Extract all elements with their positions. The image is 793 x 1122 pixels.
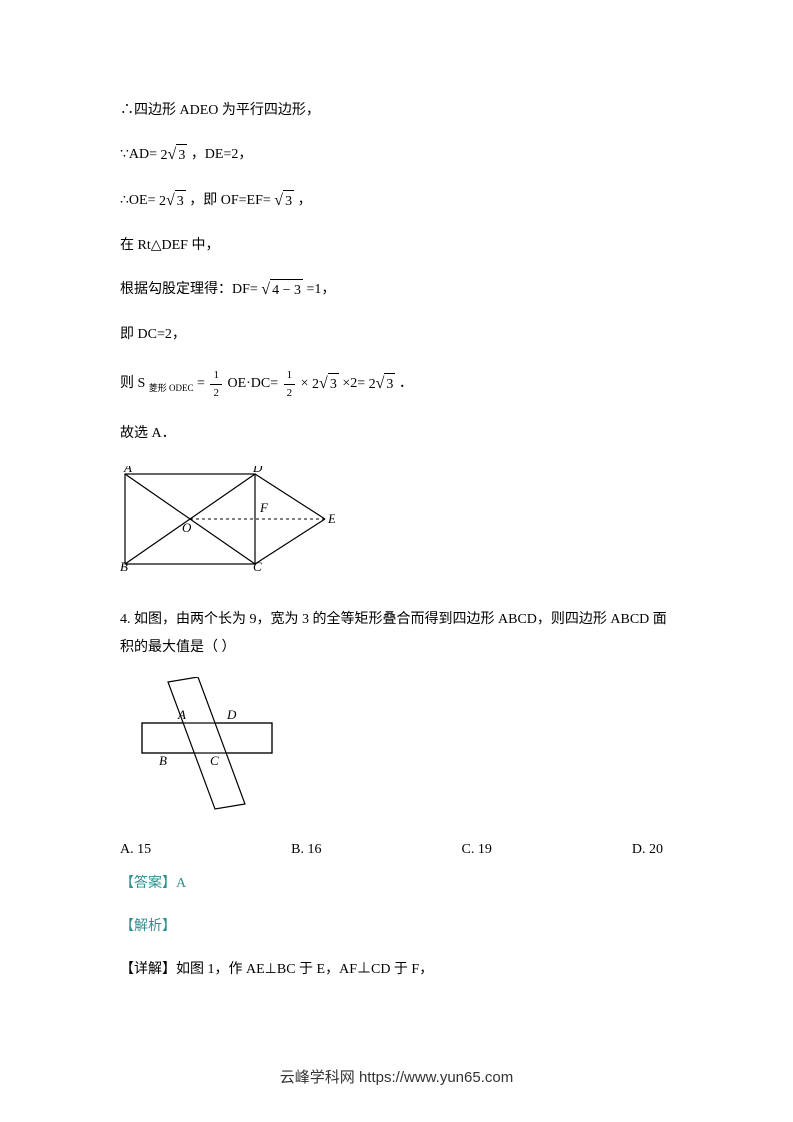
text: 故选 A． [120,426,176,441]
answer-label: 【答案】A [120,873,673,894]
solution-line-8: 故选 A． [120,423,673,444]
radicand: 4 − 3 [270,279,303,301]
sqrt-sign: √ [274,189,283,213]
footer-text: 云峰学科网 https://www.yun65.com [280,1069,513,1086]
solution-line-3: ∴OE= 2 √ 3 ，即 OF=EF= √ 3 ， [120,189,673,213]
label-D: D [226,707,237,722]
solution-line-1: ∴四边形 ADEO 为平行四边形， [120,100,673,121]
label-A: A [177,707,186,722]
solution-line-6: 即 DC=2， [120,324,673,345]
answer-options: A. 15 B. 16 C. 19 D. 20 [120,842,673,858]
solution-line-5: 根据勾股定理得：DF= √ 4 − 3 =1， [120,278,673,302]
sqrt: √ 3 [376,372,396,396]
text: ，DE=2， [191,147,253,162]
label-C: C [253,559,262,571]
coef: 2 [312,374,319,395]
text: ． [399,376,413,391]
denominator: 2 [210,385,222,402]
math-2sqrt3: 2 √ 3 [159,189,186,213]
numerator: 1 [210,367,222,385]
text: ∵AD= [120,147,157,162]
text: 在 Rt△DEF 中， [120,238,219,253]
coef: 2 [159,191,166,212]
fraction-half: 1 2 [284,367,296,401]
sqrt: √ 3 [166,189,186,213]
text: 即 DC=2， [120,327,186,342]
text: 【详解】如图 1，作 AE⊥BC 于 E，AF⊥CD 于 F， [120,962,433,977]
text: 根据勾股定理得：DF= [120,282,258,297]
text: 4. 如图，由两个长为 9，宽为 3 的全等矩形叠合而得到四边形 ABCD，则四… [120,612,667,655]
text: 【解析】 [120,919,176,934]
text: 则 S [120,376,145,391]
text: ×2= [342,376,365,391]
sqrt: √ 3 [319,372,339,396]
label-C: C [210,753,219,768]
sqrt-sign: √ [168,143,177,167]
text: ∴四边形 ADEO 为平行四边形， [120,103,320,118]
sqrt: √ 4 − 3 [261,278,303,302]
label-O: O [182,520,192,535]
text: OE·DC= [227,376,278,391]
sqrt: √ 3 [168,143,188,167]
label-E: E [327,511,335,526]
coef: 2 [161,145,168,166]
label-B: B [120,559,128,571]
fraction-half: 1 2 [210,367,222,401]
math-sqrt3: √ 3 [274,189,294,213]
sqrt-sign: √ [319,372,328,396]
option-a: A. 15 [120,842,151,858]
sqrt-sign: √ [376,372,385,396]
denominator: 2 [284,385,296,402]
text: × [301,376,309,391]
label-F: F [259,500,269,515]
radicand: 3 [283,190,294,212]
option-b: B. 16 [291,842,321,858]
detail-line: 【详解】如图 1，作 AE⊥BC 于 E，AF⊥CD 于 F， [120,959,673,980]
sqrt-sign: √ [261,278,270,302]
math-sqrt-4minus3: √ 4 − 3 [261,278,303,302]
coef: 2 [369,374,376,395]
page-footer: 云峰学科网 https://www.yun65.com [0,1066,793,1087]
radicand: 3 [384,373,395,395]
analysis-label: 【解析】 [120,916,673,937]
text: =1， [306,282,335,297]
radicand: 3 [328,373,339,395]
math-2sqrt3: 2 √ 3 [369,372,396,396]
label-D: D [252,466,263,475]
figure-rectangle-diagram: A D B C E F O [120,466,673,576]
math-2sqrt3: 2 √ 3 [312,372,339,396]
numerator: 1 [284,367,296,385]
solution-line-7: 则 S 菱形 ODEC = 1 2 OE·DC= 1 2 × 2 √ 3 ×2=… [120,367,673,401]
text: ，即 OF=EF= [189,193,271,208]
label-A: A [123,466,132,475]
solution-line-2: ∵AD= 2 √ 3 ，DE=2， [120,143,673,167]
radicand: 3 [175,190,186,212]
solution-line-4: 在 Rt△DEF 中， [120,235,673,256]
text: ∴OE= [120,193,155,208]
option-c: C. 19 [462,842,492,858]
text: 【答案】A [120,876,186,891]
question-4-text: 4. 如图，由两个长为 9，宽为 3 的全等矩形叠合而得到四边形 ABCD，则四… [120,606,673,662]
subscript: 菱形 ODEC [149,383,194,393]
radicand: 3 [176,144,187,166]
text: = [197,376,205,391]
figure-overlapping-rectangles: A D B C [130,677,673,817]
option-d: D. 20 [632,842,663,858]
label-B: B [159,753,167,768]
sqrt-sign: √ [166,189,175,213]
text: ， [298,193,312,208]
math-2sqrt3: 2 √ 3 [161,143,188,167]
sqrt: √ 3 [274,189,294,213]
